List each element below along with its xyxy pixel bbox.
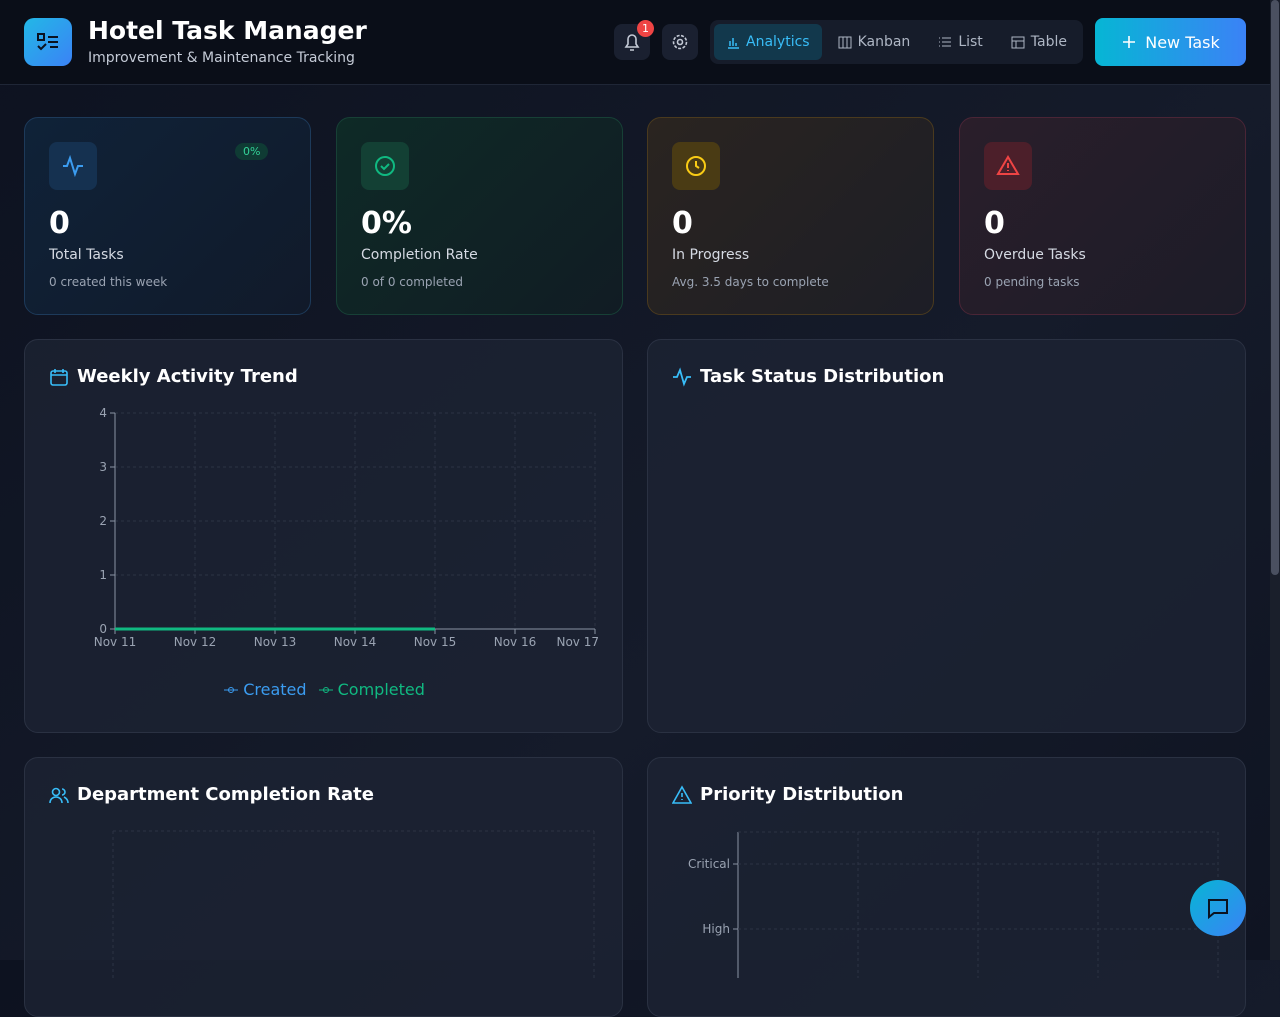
- bell-icon: [624, 34, 640, 51]
- legend-marker: [318, 687, 333, 693]
- panel-title: Weekly Activity Trend: [77, 366, 298, 387]
- stat-card: 0% Completion Rate 0 of 0 completed: [336, 117, 623, 315]
- stat-label: Completion Rate: [361, 247, 478, 263]
- view-kanban[interactable]: Kanban: [826, 24, 923, 60]
- chart-panel: Weekly Activity Trend 0 1 2 3 4 Nov 11 Nov 12 N…: [24, 339, 623, 733]
- chart-panel: Task Status Distribution: [647, 339, 1246, 733]
- y-tick-label: 0: [99, 622, 107, 636]
- activity-icon: [673, 367, 691, 387]
- logo-icon: [37, 33, 58, 51]
- legend-item[interactable]: Completed: [318, 680, 425, 699]
- app-subtitle: Improvement & Maintenance Tracking: [88, 50, 355, 66]
- settings-button[interactable]: [662, 24, 698, 60]
- view-label: Analytics: [746, 34, 810, 50]
- legend-label: Created: [243, 680, 307, 699]
- icon: [375, 156, 395, 176]
- icon: [728, 38, 739, 49]
- icon: [63, 154, 83, 178]
- stat-note: Avg. 3.5 days to complete: [672, 275, 829, 289]
- gear-icon: [672, 34, 688, 50]
- view-switcher: Analytics Kanban List Table: [710, 20, 1083, 64]
- y-tick-label: 2: [99, 514, 107, 528]
- stat-label: Overdue Tasks: [984, 247, 1086, 263]
- stat-value: 0: [672, 206, 693, 241]
- line-chart: 0 1 2 3 4 Nov 11 Nov 12 Nov 13 Nov 14 Nov 15 Nov 1…: [94, 406, 599, 649]
- stat-icon: [984, 142, 1032, 190]
- x-tick-label: Nov 16: [494, 635, 537, 649]
- x-tick-label: Nov 12: [174, 635, 217, 649]
- chart-panel: Priority Distribution Critical High: [647, 757, 1246, 1017]
- panel-title: Task Status Distribution: [700, 366, 945, 387]
- stat-change: 0%: [235, 143, 269, 160]
- app-title: Hotel Task Manager: [88, 16, 367, 45]
- stat-icon: [672, 142, 720, 190]
- panel-title: Priority Distribution: [700, 784, 904, 805]
- logo: [24, 18, 72, 66]
- view-label: Kanban: [857, 34, 911, 50]
- stat-label: Total Tasks: [49, 247, 124, 263]
- stat-label: In Progress: [672, 247, 750, 263]
- view-label: Table: [1030, 34, 1067, 50]
- chat-icon: [1208, 899, 1228, 920]
- x-tick-label: Nov 13: [254, 635, 297, 649]
- chart-panel: Department Completion Rate: [24, 757, 623, 1017]
- y-tick-label: 3: [99, 460, 107, 474]
- stat-card: 0 In Progress Avg. 3.5 days to complete: [647, 117, 934, 315]
- icon: [838, 36, 852, 49]
- panel-title: Department Completion Rate: [77, 784, 374, 805]
- x-tick-label: Nov 14: [334, 635, 377, 649]
- bar-chart: Critical High: [688, 831, 1219, 978]
- stat-icon: [361, 142, 409, 190]
- y-tick-label: Critical: [688, 857, 730, 871]
- legend-marker: [224, 687, 239, 693]
- new-task-button[interactable]: New Task: [1095, 18, 1246, 66]
- stat-note: 0 of 0 completed: [361, 275, 463, 289]
- calendar-icon: [50, 369, 68, 386]
- x-tick-label: Nov 15: [414, 635, 457, 649]
- button-label: New Task: [1145, 32, 1220, 52]
- icon: [1011, 36, 1025, 49]
- icon: [686, 156, 706, 176]
- stat-value: 0%: [361, 206, 412, 241]
- chart-grid: [112, 830, 595, 978]
- stat-card: 0% 0 Total Tasks 0 created this week: [24, 117, 311, 315]
- alert-icon: [672, 785, 692, 804]
- legend-item[interactable]: Created: [224, 680, 307, 699]
- legend-label: Completed: [337, 680, 425, 699]
- users-icon: [49, 787, 69, 804]
- legend: Created Completed: [25, 680, 624, 699]
- stat-card: 0 Overdue Tasks 0 pending tasks: [959, 117, 1246, 315]
- icon: [939, 37, 952, 47]
- icon: [996, 155, 1020, 175]
- y-tick-label: 1: [99, 568, 107, 582]
- y-tick-label: 4: [99, 406, 107, 420]
- chat-button[interactable]: [1190, 880, 1246, 936]
- x-tick-label: Nov 11: [94, 635, 137, 649]
- plus-icon: [1123, 36, 1136, 48]
- view-list[interactable]: List: [926, 24, 994, 60]
- x-tick-label: Nov 17: [556, 635, 599, 649]
- y-tick-label: High: [702, 922, 730, 936]
- view-table[interactable]: Table: [999, 24, 1079, 60]
- stat-note: 0 created this week: [49, 275, 168, 289]
- stat-note: 0 pending tasks: [984, 275, 1080, 289]
- view-label: List: [958, 34, 983, 50]
- stat-value: 0: [984, 206, 1005, 241]
- notification-badge: 1: [637, 20, 654, 37]
- stat-value: 0: [49, 206, 70, 241]
- stat-icon: [49, 142, 97, 190]
- view-analytics[interactable]: Analytics: [714, 24, 822, 60]
- scrollbar-thumb[interactable]: [1271, 0, 1279, 575]
